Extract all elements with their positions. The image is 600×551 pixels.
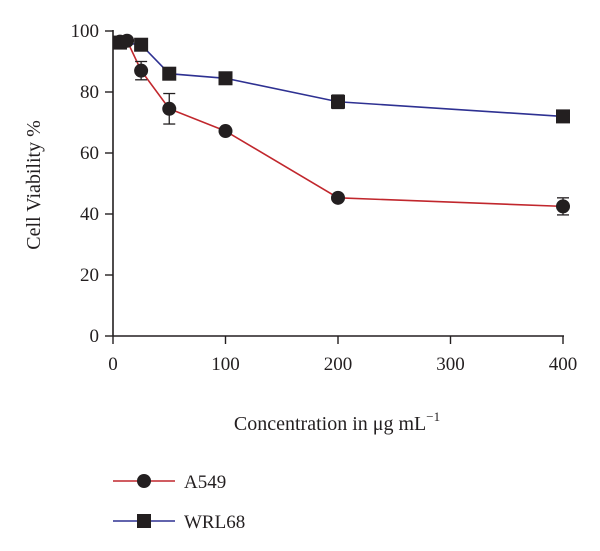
data-point-wrl68	[134, 37, 149, 52]
x-axis-title: Concentration in μg mL−1	[234, 409, 440, 435]
series-line-a549	[119, 39, 564, 208]
x-tick-label: 200	[324, 354, 353, 375]
series-a549	[113, 33, 570, 216]
chart-axes	[112, 30, 564, 337]
y-tick-label: 80	[80, 82, 99, 103]
data-point-a549	[218, 124, 233, 139]
data-point-wrl68	[218, 71, 233, 86]
y-tick-label: 40	[80, 204, 99, 225]
x-tick-label: 0	[108, 354, 118, 375]
legend-marker-a549	[137, 474, 151, 488]
legend-label-wrl68: WRL68	[184, 512, 245, 533]
y-tick-label: 60	[80, 143, 99, 164]
legend-label-a549: A549	[184, 472, 226, 493]
data-point-a549	[134, 63, 149, 78]
x-axis-title-superscript: −1	[426, 409, 440, 424]
data-point-wrl68	[162, 66, 177, 81]
data-point-a549	[556, 199, 570, 214]
legend-item-a549: A549	[113, 472, 226, 493]
x-axis-title-main: Concentration in μg mL	[234, 413, 426, 435]
y-axis-title: Cell Viability %	[23, 120, 45, 250]
series-layer	[113, 33, 570, 216]
x-tick-label: 400	[549, 354, 578, 375]
y-axis-ticks: 0 20 40 60 80 100	[71, 21, 113, 347]
data-point-a549	[162, 101, 177, 116]
data-point-a549	[331, 190, 345, 205]
y-tick-label: 20	[80, 265, 99, 286]
x-axis-ticks: 0 100 200 300 400	[108, 336, 577, 375]
legend-marker-wrl68	[137, 514, 151, 528]
legend: A549 WRL68	[113, 472, 245, 533]
data-point-a549	[120, 33, 135, 48]
x-tick-label: 300	[436, 354, 465, 375]
x-tick-label: 100	[211, 354, 240, 375]
y-tick-label: 0	[90, 326, 100, 347]
data-point-wrl68	[331, 94, 345, 109]
data-point-wrl68	[556, 109, 570, 124]
series-wrl68	[113, 35, 570, 124]
legend-item-wrl68: WRL68	[113, 512, 245, 533]
y-tick-label: 100	[71, 21, 100, 42]
